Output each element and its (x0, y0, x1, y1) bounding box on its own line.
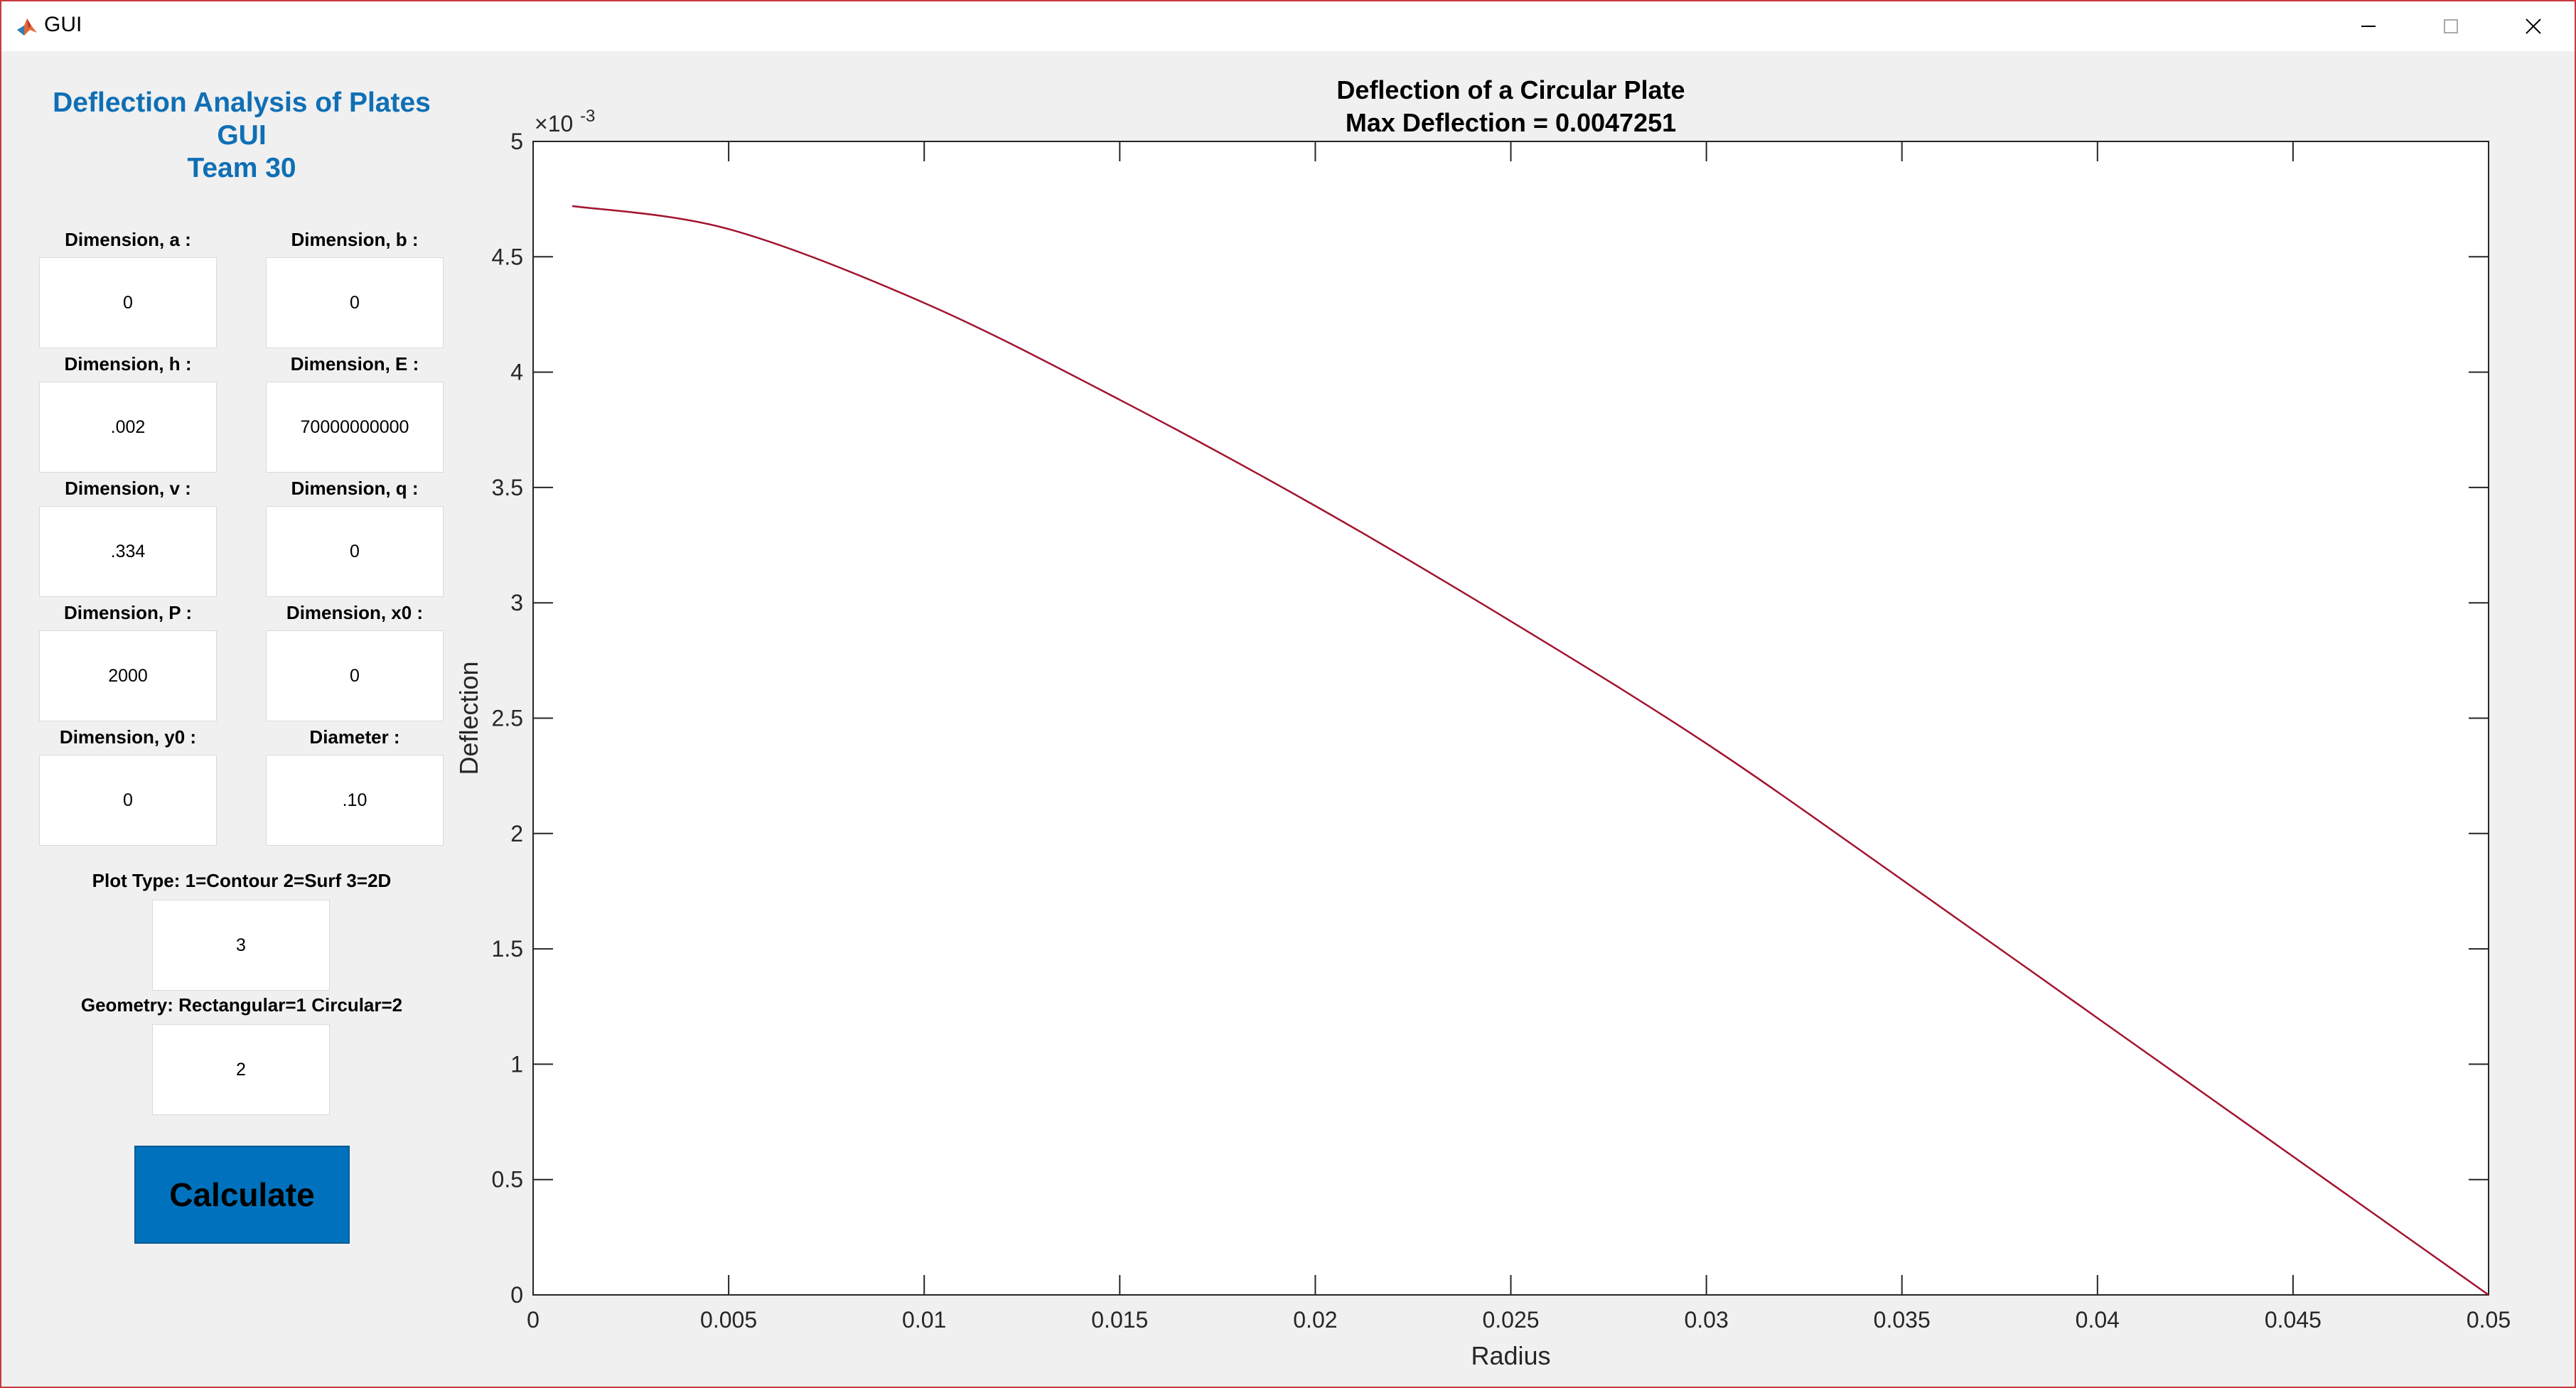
label-dimension-v: Dimension, v : (65, 478, 191, 499)
matlab-icon (17, 18, 37, 36)
chart-title: Deflection of a Circular Plate (1336, 75, 1685, 104)
diameter-input[interactable] (266, 755, 444, 846)
app-title-line-1: Deflection Analysis of Plates (53, 87, 431, 118)
window-title: GUI (44, 13, 82, 36)
dimension-h-input[interactable] (39, 382, 217, 473)
dimension-e-input[interactable] (266, 382, 444, 473)
label-dimension-h: Dimension, h : (64, 353, 192, 375)
minimize-icon (2361, 26, 2376, 27)
x-tick-label: 0.02 (1293, 1307, 1337, 1333)
dimension-x0-input[interactable] (266, 630, 444, 721)
label-dimension-b: Dimension, b : (291, 229, 419, 250)
x-tick-label: 0.01 (902, 1307, 946, 1333)
plot-type-input[interactable] (152, 900, 330, 991)
y-tick-label: 5 (510, 129, 523, 154)
dimension-a-input[interactable] (39, 257, 217, 348)
x-tick-label: 0 (527, 1307, 540, 1333)
label-dimension-p: Dimension, P : (63, 602, 193, 623)
y-tick-label: 4.5 (492, 244, 523, 269)
x-tick-label: 0.045 (2265, 1307, 2322, 1333)
calculate-button[interactable]: Calculate (134, 1146, 350, 1244)
minimize-button[interactable] (2327, 1, 2410, 51)
x-tick-label: 0.035 (1874, 1307, 1931, 1333)
x-tick-label: 0.005 (700, 1307, 757, 1333)
dimension-v-input[interactable] (39, 506, 217, 597)
y-axis-label: Deflection (454, 661, 483, 775)
app-title: Deflection Analysis of Plates GUI Team 3… (28, 87, 455, 185)
label-dimension-x0: Dimension, x0 : (286, 602, 424, 623)
label-plot-type: Plot Type: 1=Contour 2=Surf 3=2D (92, 870, 392, 891)
plot-area (532, 141, 2489, 1296)
label-dimension-y0: Dimension, y0 : (59, 726, 197, 748)
y-tick-label: 3 (510, 590, 523, 615)
x-tick-label: 0.025 (1482, 1307, 1539, 1333)
dimension-q-input[interactable] (266, 506, 444, 597)
deflection-chart: 0 0.005 0.01 0.015 0.02 0.025 0.03 0.035 0.04 0.0… (454, 75, 2511, 1370)
label-dimension-a: Dimension, a : (65, 229, 191, 250)
close-icon (2526, 18, 2541, 34)
x-tick-label: 0.015 (1091, 1307, 1148, 1333)
geometry-input[interactable] (152, 1024, 330, 1115)
y-tick-label: 0 (510, 1282, 523, 1308)
x-axis-label: Radius (1471, 1341, 1550, 1370)
y-tick-label: 0.5 (492, 1167, 523, 1193)
app-title-line-3: Team 30 (187, 153, 296, 183)
y-tick-label: 3.5 (492, 475, 523, 500)
chart-subtitle: Max Deflection = 0.0047251 (1346, 108, 1676, 137)
dimension-p-input[interactable] (39, 630, 217, 721)
dimension-b-input[interactable] (266, 257, 444, 348)
y-exponent-label: ×10 (535, 111, 573, 136)
title-bar: GUI (1, 1, 2575, 51)
label-geometry: Geometry: Rectangular=1 Circular=2 (80, 994, 403, 1016)
maximize-icon (2444, 19, 2458, 33)
label-dimension-q: Dimension, q : (291, 478, 419, 499)
app-title-line-2: GUI (217, 120, 267, 151)
close-button[interactable] (2492, 1, 2575, 51)
y-tick-label: 2 (510, 821, 523, 846)
y-tick-label: 4 (510, 360, 523, 385)
y-tick-label: 2.5 (492, 706, 523, 731)
x-tick-label: 0.05 (2467, 1307, 2511, 1333)
y-tick-label: 1 (510, 1051, 523, 1077)
maximize-button[interactable] (2410, 1, 2492, 51)
series-line-0 (571, 205, 2489, 1296)
x-tick-label: 0.03 (1684, 1307, 1728, 1333)
x-tick-label: 0.04 (2076, 1307, 2120, 1333)
label-diameter: Diameter : (309, 726, 400, 748)
label-dimension-e: Dimension, E : (290, 353, 419, 375)
y-exponent-power: -3 (580, 107, 595, 126)
dimension-y0-input[interactable] (39, 755, 217, 846)
y-tick-label: 1.5 (492, 936, 523, 962)
